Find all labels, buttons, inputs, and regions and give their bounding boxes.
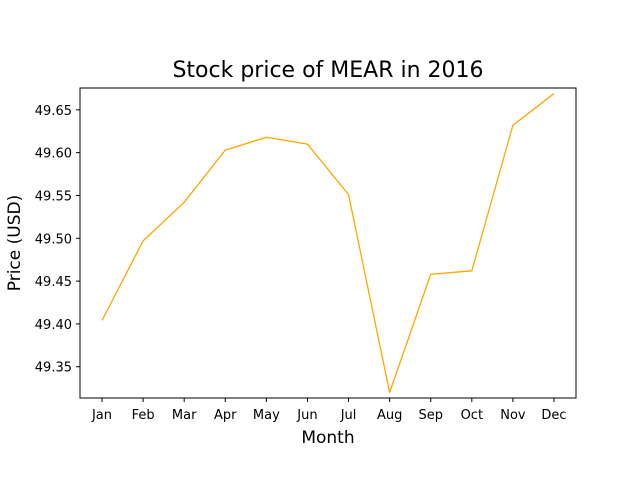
- x-axis-label: Month: [301, 428, 354, 448]
- x-tick-label: May: [253, 408, 280, 423]
- y-tick-label: 49.35: [35, 361, 72, 376]
- x-tick-label: Mar: [172, 408, 197, 423]
- y-axis-ticks: 49.35 49.40 49.45 49.50 49.55 49.60 49.65: [35, 104, 80, 376]
- x-tick-label: Jan: [91, 408, 112, 423]
- y-tick-label: 49.45: [35, 275, 72, 290]
- y-tick-label: 49.65: [35, 104, 72, 119]
- series-layer: [101, 93, 555, 394]
- x-tick-label: Oct: [461, 408, 483, 423]
- x-tick-label: Apr: [214, 408, 237, 423]
- y-tick-label: 49.50: [35, 232, 72, 247]
- x-tick-label: Jun: [296, 408, 317, 423]
- x-tick-label: Nov: [500, 408, 526, 423]
- x-tick-label: Aug: [377, 408, 402, 423]
- x-tick-label: Feb: [132, 408, 155, 423]
- x-tick-label: Jul: [340, 408, 357, 423]
- chart-title: Stock price of MEAR in 2016: [172, 58, 483, 83]
- plot-frame: [79, 87, 577, 399]
- y-tick-label: 49.40: [35, 318, 72, 333]
- x-axis-ticks: Jan Feb Mar Apr May Jun Jul Aug Sep Oct Nov Dec: [91, 398, 567, 423]
- x-tick-label: Sep: [418, 408, 443, 423]
- y-tick-label: 49.55: [35, 189, 72, 204]
- x-tick-label: Dec: [541, 408, 566, 423]
- y-tick-label: 49.60: [35, 147, 72, 162]
- series-line: [101, 93, 555, 394]
- y-axis-label: Price (USD): [5, 195, 25, 291]
